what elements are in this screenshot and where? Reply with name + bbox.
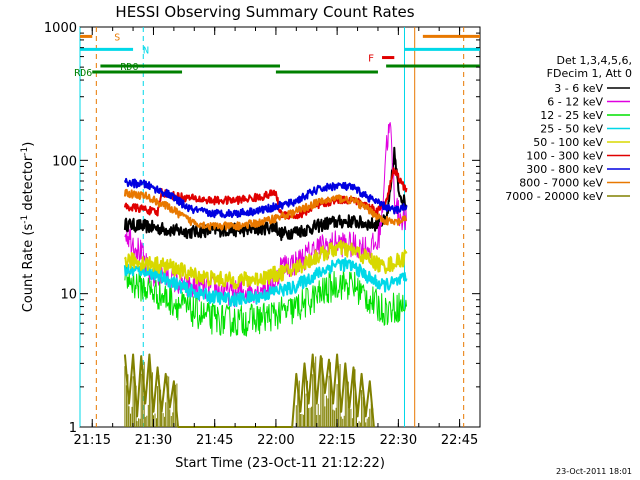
x-tick-label-0: 21:15 — [74, 433, 111, 448]
series-line-2 — [124, 263, 407, 337]
flag-label-3: RDO — [120, 62, 138, 73]
legend-label-0: 3 - 6 keV — [554, 82, 603, 95]
y-tick-label-2: 100 — [52, 154, 77, 169]
flag-label-4: RD6 — [74, 68, 92, 79]
legend-label-1: 6 - 12 keV — [547, 96, 603, 109]
x-tick-label-5: 22:30 — [380, 433, 417, 448]
y-tick-label-3: 1000 — [44, 21, 77, 36]
y-tick-label-0: 1 — [69, 421, 77, 436]
series-line-6 — [123, 177, 408, 219]
x-tick-label-4: 22:15 — [318, 433, 355, 448]
flag-label-1: N — [143, 45, 149, 56]
flag-label-0: S — [114, 32, 120, 43]
y-axis-label: Count Rate (s-1 detector-1) — [20, 142, 36, 313]
legend-label-6: 300 - 800 keV — [526, 163, 603, 176]
x-tick-label-3: 22:00 — [257, 433, 294, 448]
flag-label-2: F — [368, 54, 374, 65]
series-line-7 — [123, 188, 408, 231]
legend-label-3: 25 - 50 keV — [540, 123, 603, 136]
series-line-0 — [123, 146, 408, 242]
legend-label-4: 50 - 100 keV — [533, 136, 603, 149]
x-tick-label-6: 22:45 — [441, 433, 478, 448]
chart-title: HESSI Observing Summary Count Rates — [115, 3, 414, 21]
x-tick-label-2: 21:45 — [196, 433, 233, 448]
series-line-4 — [123, 239, 408, 290]
footer-stamp: 23-Oct-2011 18:01 — [556, 467, 632, 476]
x-axis: 21:15 21:30 21:45 22:00 22:15 22:30 22:45 — [74, 27, 481, 448]
legend-header-0: Det 1,3,4,5,6, — [556, 54, 632, 67]
plot-background-lines — [79, 27, 465, 427]
plot-flags: S N F RDO RD6 — [74, 32, 480, 79]
x-axis-label: Start Time (23-Oct-11 21:12:22) — [175, 456, 385, 471]
legend-header-1: FDecim 1, Att 0 — [547, 67, 632, 80]
legend: Det 1,3,4,5,6,FDecim 1, Att 0 3 - 6 keV6 … — [505, 54, 632, 203]
legend-label-7: 800 - 7000 keV — [519, 177, 603, 190]
y-axis: 1 10 100 1000 — [44, 21, 480, 436]
y-tick-label-1: 10 — [60, 288, 77, 303]
legend-label-8: 7000 - 20000 keV — [505, 190, 603, 203]
legend-label-5: 100 - 300 keV — [526, 150, 603, 163]
plot-series — [123, 122, 408, 428]
x-tick-label-1: 21:30 — [135, 433, 172, 448]
series-line-8 — [123, 353, 375, 428]
series-line-3 — [123, 257, 408, 307]
legend-label-2: 12 - 25 keV — [540, 109, 603, 122]
